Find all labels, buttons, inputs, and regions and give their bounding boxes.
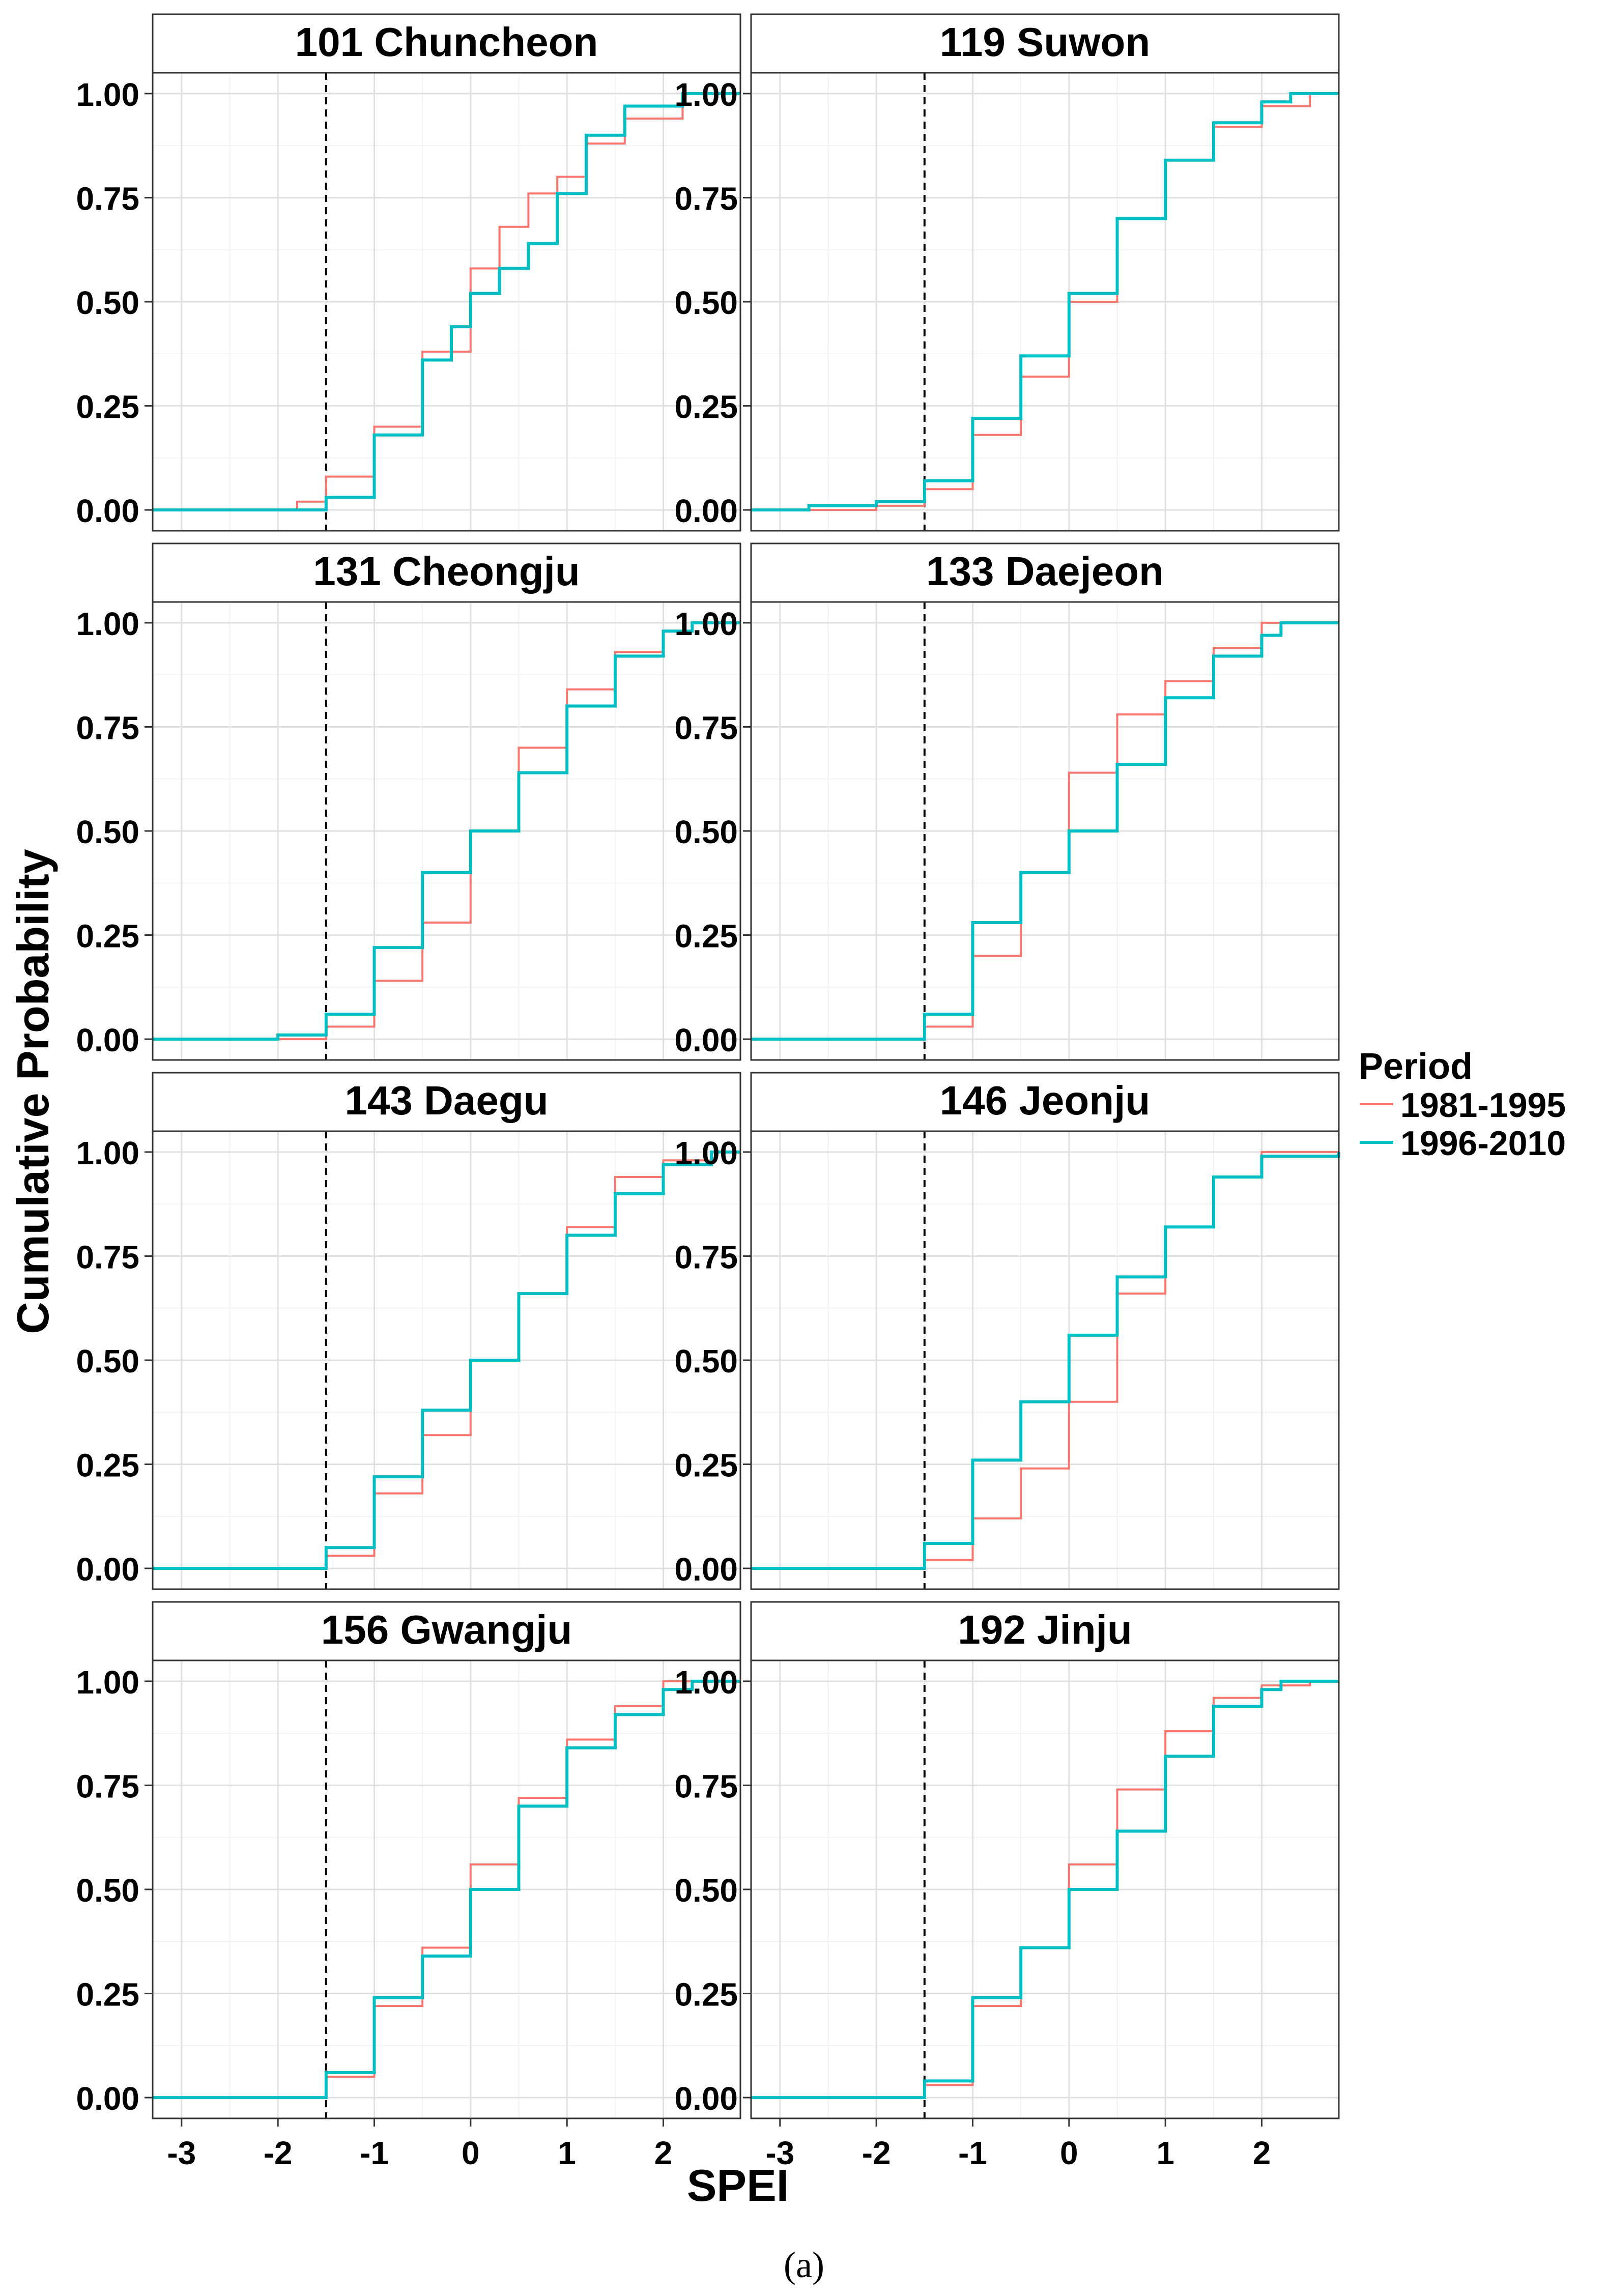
y-tick-label: 0.25 [674,1976,738,2013]
y-tick-label: 1.00 [674,1135,738,1171]
y-tick-label: 1.00 [76,76,139,113]
facet-panel: 192 Jinju 0.00 0.25 0.50 0.75 1.00 -3 -2 -1 0 1 2 [674,1601,1340,2171]
y-tick-label: 0.75 [674,709,738,746]
y-tick-label: 0.25 [76,1447,139,1484]
y-tick-label: 0.75 [76,709,139,746]
facet-strip [152,13,741,74]
x-tick-label: 2 [654,2135,673,2171]
facet-strip [750,13,1340,74]
series-line-1996-2010 [153,1150,740,1570]
facet-title: 131 Cheongju [313,549,580,594]
y-tick-label: 0.75 [76,1239,139,1275]
legend-title: Period [1359,1046,1473,1087]
y-tick-label: 0.75 [674,180,738,217]
y-tick-label: 0.00 [674,1022,738,1058]
series-line-1996-2010 [751,621,1339,1041]
series-line-1996-2010 [751,1679,1339,2100]
x-tick-label: -1 [958,2135,987,2171]
y-tick-label: 0.75 [674,1239,738,1275]
series-line-1996-2010 [153,92,740,512]
y-tick-label: 0.75 [674,1768,738,1804]
facet-title: 133 Daejeon [926,549,1164,594]
series-line-1996-2010 [153,621,740,1041]
facet-panel: 143 Daegu 0.00 0.25 0.50 0.75 1.00 [76,1072,741,1590]
y-tick-label: 1.00 [674,76,738,113]
x-tick-label: -2 [862,2135,891,2171]
y-tick-label: 1.00 [76,1664,139,1701]
facet-title: 146 Jeonju [940,1078,1151,1123]
x-axis-label: SPEI [687,2160,789,2211]
y-tick-label: 0.00 [674,2080,738,2117]
x-tick-label: 2 [1253,2135,1271,2171]
x-tick-label: -1 [360,2135,389,2171]
y-tick-label: 0.25 [76,918,139,955]
x-tick-label: -2 [264,2135,293,2171]
facet-title: 192 Jinju [958,1607,1132,1652]
figure-caption: (a) [784,2245,824,2285]
series-line-1996-2010 [751,1152,1340,1570]
y-tick-label: 0.00 [76,2080,139,2117]
y-tick-label: 0.50 [76,814,139,850]
y-tick-label: 0.50 [674,814,738,850]
series-line-1996-2010 [153,1679,740,2100]
legend-label-1981-1995: 1981-1995 [1400,1086,1566,1125]
y-tick-label: 0.00 [674,1551,738,1588]
y-tick-label: 0.00 [76,1551,139,1588]
facet-title: 156 Gwangju [321,1607,572,1652]
y-tick-label: 0.75 [76,1768,139,1804]
x-tick-label: 1 [1156,2135,1174,2171]
y-tick-label: 0.75 [76,180,139,217]
facet-strip [152,1072,741,1132]
x-tick-label: -3 [765,2135,794,2171]
legend-label-1996-2010: 1996-2010 [1400,1124,1566,1163]
facet-panel: 131 Cheongju 0.00 0.25 0.50 0.75 1.00 [76,542,741,1061]
facet-panel: 101 Chuncheon 0.00 0.25 0.50 0.75 1.00 [76,13,741,532]
y-tick-label: 0.25 [674,918,738,955]
facet-title: 101 Chuncheon [295,19,598,65]
y-tick-label: 0.25 [674,1447,738,1484]
x-tick-label: 0 [462,2135,480,2171]
x-tick-label: -3 [167,2135,196,2171]
y-tick-label: 0.50 [674,1343,738,1380]
facet-panel: 133 Daejeon 0.00 0.25 0.50 0.75 1.00 [674,542,1340,1061]
y-tick-label: 0.25 [76,389,139,425]
y-tick-label: 0.50 [674,1872,738,1909]
y-tick-label: 1.00 [76,606,139,642]
facet-strip [152,1601,741,1661]
facet-panel: 156 Gwangju 0.00 0.25 0.50 0.75 1.00 -3 -2 -1 0 1 2 [76,1601,741,2171]
y-tick-label: 0.50 [674,284,738,321]
y-tick-label: 0.25 [76,1976,139,2013]
facet-panel: 146 Jeonju 0.00 0.25 0.50 0.75 1.00 [674,1072,1340,1590]
y-tick-label: 0.00 [76,493,139,529]
facet-title: 143 Daegu [344,1078,548,1123]
legend: Period 1981-1995 1996-2010 [1359,1046,1566,1163]
facet-strip [750,542,1340,603]
y-tick-label: 0.00 [76,1022,139,1058]
x-tick-label: 1 [558,2135,576,2171]
y-tick-label: 0.50 [76,284,139,321]
y-tick-label: 0.50 [76,1872,139,1909]
y-tick-label: 0.50 [76,1343,139,1380]
y-tick-label: 1.00 [76,1135,139,1171]
y-tick-label: 1.00 [674,606,738,642]
series-line-1996-2010 [751,92,1339,512]
facet-title: 119 Suwon [940,19,1150,65]
y-tick-label: 0.00 [674,493,738,529]
facet-strip [750,1601,1340,1661]
y-axis-label: Cumulative Probability [8,849,58,1334]
y-tick-label: 1.00 [674,1664,738,1701]
facet-panel: 119 Suwon 0.00 0.25 0.50 0.75 1.00 [674,13,1340,532]
y-tick-label: 0.25 [674,389,738,425]
x-tick-label: 0 [1060,2135,1078,2171]
